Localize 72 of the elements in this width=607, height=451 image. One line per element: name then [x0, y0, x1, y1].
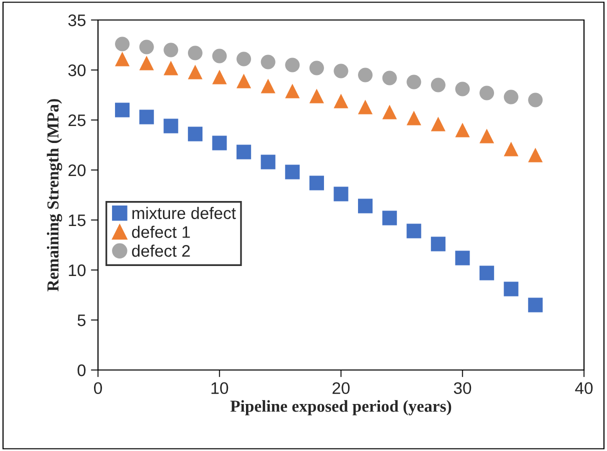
point [382, 210, 397, 226]
y-tick-label: 25 [68, 114, 86, 126]
legend-label: defect 2 [132, 244, 190, 257]
point [164, 42, 178, 58]
y-tick-label: 20 [68, 164, 86, 176]
point [334, 94, 348, 108]
point [309, 88, 324, 104]
point [504, 142, 518, 156]
point [236, 144, 252, 160]
point [358, 198, 373, 214]
y-tick-label: 35 [68, 14, 86, 26]
point [285, 164, 300, 180]
point [504, 282, 518, 296]
point [334, 64, 348, 78]
point [382, 70, 397, 86]
point [236, 74, 252, 88]
point [480, 128, 494, 144]
point [528, 298, 543, 312]
point [212, 70, 227, 84]
x-tick-label: 20 [332, 382, 350, 394]
point [260, 78, 276, 94]
y-tick-label: 30 [68, 64, 86, 76]
point [406, 74, 422, 90]
point [285, 58, 300, 72]
point [455, 82, 470, 96]
point [528, 148, 543, 162]
point [358, 100, 373, 114]
x-tick-label: 0 [94, 382, 102, 394]
point [164, 118, 178, 134]
point [115, 52, 130, 66]
point [455, 122, 470, 138]
point [188, 46, 202, 60]
point [406, 224, 422, 238]
point [212, 48, 227, 64]
point [382, 104, 397, 120]
point [285, 84, 300, 98]
point [334, 186, 348, 202]
point [139, 56, 154, 70]
point [528, 92, 543, 108]
point [260, 154, 276, 170]
point [455, 250, 470, 266]
point [115, 102, 130, 118]
point [188, 126, 202, 142]
point [480, 86, 494, 100]
x-tick-label: 10 [212, 382, 228, 394]
point [139, 40, 154, 54]
point [430, 116, 446, 132]
x-tick-label: 40 [575, 382, 593, 394]
point [236, 52, 252, 66]
y-tick-label: 5 [78, 314, 86, 326]
point [480, 266, 494, 280]
y-tick-label: 0 [78, 364, 86, 376]
point [358, 68, 373, 82]
point [430, 236, 446, 252]
point [139, 110, 154, 124]
point [115, 36, 130, 52]
legend-label: defect 1 [132, 226, 190, 238]
y-tick-label: 15 [68, 214, 86, 226]
point [309, 60, 324, 76]
x-axis-title: Pipeline exposed period (years) [230, 400, 452, 416]
point [504, 90, 518, 104]
y-tick-label: 10 [68, 264, 86, 276]
point [406, 110, 422, 126]
point [309, 176, 324, 190]
legend-label: mixture defect [132, 206, 236, 220]
point [164, 60, 178, 76]
y-axis-title: Remaining Strength (MPa) [46, 99, 62, 292]
point [430, 78, 446, 92]
x-tick-label: 30 [454, 382, 472, 394]
point [260, 54, 276, 70]
point [212, 136, 227, 150]
point [188, 64, 202, 80]
